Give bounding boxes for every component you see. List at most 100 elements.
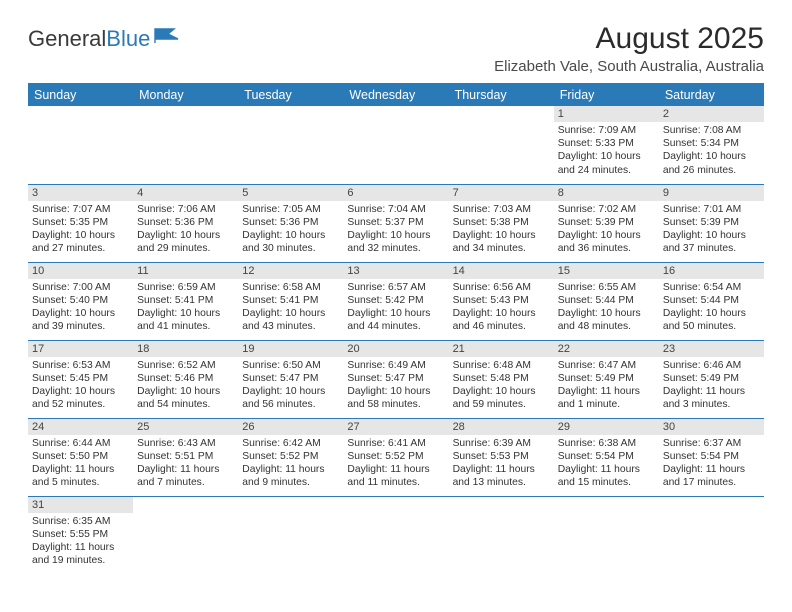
daylight-text: Daylight: 10 hours and 52 minutes. [32, 385, 129, 411]
day-number: 13 [343, 263, 448, 279]
day-number: 21 [449, 341, 554, 357]
sunset-text: Sunset: 5:36 PM [137, 216, 234, 229]
sunset-text: Sunset: 5:33 PM [558, 137, 655, 150]
weekday-header-row: SundayMondayTuesdayWednesdayThursdayFrid… [28, 84, 764, 107]
sunset-text: Sunset: 5:44 PM [663, 294, 760, 307]
sunrise-text: Sunrise: 6:55 AM [558, 281, 655, 294]
daylight-text: Daylight: 10 hours and 58 minutes. [347, 385, 444, 411]
title-block: August 2025 Elizabeth Vale, South Austra… [494, 22, 764, 75]
day-number: 27 [343, 419, 448, 435]
day-number: 2 [659, 106, 764, 122]
header: GeneralBlue August 2025 Elizabeth Vale, … [28, 22, 764, 75]
calendar-cell-empty [133, 106, 238, 184]
day-number: 24 [28, 419, 133, 435]
sunset-text: Sunset: 5:52 PM [242, 450, 339, 463]
daylight-text: Daylight: 11 hours and 15 minutes. [558, 463, 655, 489]
page-title: August 2025 [494, 22, 764, 56]
sunset-text: Sunset: 5:52 PM [347, 450, 444, 463]
calendar-cell-empty [28, 106, 133, 184]
calendar-row: 10Sunrise: 7:00 AMSunset: 5:40 PMDayligh… [28, 262, 764, 340]
daylight-text: Daylight: 11 hours and 11 minutes. [347, 463, 444, 489]
calendar-cell: 20Sunrise: 6:49 AMSunset: 5:47 PMDayligh… [343, 340, 448, 418]
daylight-text: Daylight: 10 hours and 36 minutes. [558, 229, 655, 255]
calendar-cell: 22Sunrise: 6:47 AMSunset: 5:49 PMDayligh… [554, 340, 659, 418]
day-number: 15 [554, 263, 659, 279]
sunrise-text: Sunrise: 7:08 AM [663, 124, 760, 137]
sunset-text: Sunset: 5:41 PM [137, 294, 234, 307]
sunset-text: Sunset: 5:53 PM [453, 450, 550, 463]
sunset-text: Sunset: 5:54 PM [663, 450, 760, 463]
calendar-cell: 27 Sunrise: 6:41 AMSunset: 5:52 PMDayligh… [343, 418, 448, 496]
day-number: 18 [133, 341, 238, 357]
sunrise-text: Sunrise: 7:03 AM [453, 203, 550, 216]
calendar-cell: 18Sunrise: 6:52 AMSunset: 5:46 PMDayligh… [133, 340, 238, 418]
weekday-header: Thursday [449, 84, 554, 107]
calendar-cell: 2Sunrise: 7:08 AMSunset: 5:34 PMDaylight… [659, 106, 764, 184]
calendar-cell: 3Sunrise: 7:07 AMSunset: 5:35 PMDaylight… [28, 184, 133, 262]
day-number: 29 [554, 419, 659, 435]
day-number: 9 [659, 185, 764, 201]
sunset-text: Sunset: 5:54 PM [558, 450, 655, 463]
calendar-cell: 13Sunrise: 6:57 AMSunset: 5:42 PMDayligh… [343, 262, 448, 340]
sunset-text: Sunset: 5:34 PM [663, 137, 760, 150]
sunrise-text: Sunrise: 6:38 AM [558, 437, 655, 450]
calendar-cell: 26Sunrise: 6:42 AMSunset: 5:52 PMDayligh… [238, 418, 343, 496]
sunset-text: Sunset: 5:45 PM [32, 372, 129, 385]
calendar-cell-empty [659, 496, 764, 574]
calendar-row: 24Sunrise: 6:44 AMSunset: 5:50 PMDayligh… [28, 418, 764, 496]
sunrise-text: Sunrise: 6:42 AM [242, 437, 339, 450]
sunrise-text: Sunrise: 6:47 AM [558, 359, 655, 372]
calendar-cell: 17Sunrise: 6:53 AMSunset: 5:45 PMDayligh… [28, 340, 133, 418]
calendar-cell: 6Sunrise: 7:04 AMSunset: 5:37 PMDaylight… [343, 184, 448, 262]
calendar-cell: 21Sunrise: 6:48 AMSunset: 5:48 PMDayligh… [449, 340, 554, 418]
sunset-text: Sunset: 5:39 PM [663, 216, 760, 229]
day-number: 11 [133, 263, 238, 279]
daylight-text: Daylight: 10 hours and 39 minutes. [32, 307, 129, 333]
calendar-cell: 5Sunrise: 7:05 AMSunset: 5:36 PMDaylight… [238, 184, 343, 262]
daylight-text: Daylight: 10 hours and 30 minutes. [242, 229, 339, 255]
sunrise-text: Sunrise: 6:41 AM [347, 437, 444, 450]
day-number: 5 [238, 185, 343, 201]
sunrise-text: Sunrise: 7:00 AM [32, 281, 129, 294]
daylight-text: Daylight: 10 hours and 32 minutes. [347, 229, 444, 255]
sunset-text: Sunset: 5:47 PM [347, 372, 444, 385]
daylight-text: Daylight: 11 hours and 19 minutes. [32, 541, 129, 567]
sunrise-text: Sunrise: 7:06 AM [137, 203, 234, 216]
daylight-text: Daylight: 10 hours and 29 minutes. [137, 229, 234, 255]
sunset-text: Sunset: 5:51 PM [137, 450, 234, 463]
calendar-cell: 15Sunrise: 6:55 AMSunset: 5:44 PMDayligh… [554, 262, 659, 340]
sunset-text: Sunset: 5:49 PM [558, 372, 655, 385]
sunrise-text: Sunrise: 6:43 AM [137, 437, 234, 450]
calendar-cell: 10Sunrise: 7:00 AMSunset: 5:40 PMDayligh… [28, 262, 133, 340]
calendar-cell: 8Sunrise: 7:02 AMSunset: 5:39 PMDaylight… [554, 184, 659, 262]
sunset-text: Sunset: 5:49 PM [663, 372, 760, 385]
weekday-header: Monday [133, 84, 238, 107]
sunset-text: Sunset: 5:39 PM [558, 216, 655, 229]
sunrise-text: Sunrise: 6:46 AM [663, 359, 760, 372]
day-number: 20 [343, 341, 448, 357]
daylight-text: Daylight: 10 hours and 46 minutes. [453, 307, 550, 333]
day-number: 3 [28, 185, 133, 201]
sunset-text: Sunset: 5:40 PM [32, 294, 129, 307]
sunrise-text: Sunrise: 6:50 AM [242, 359, 339, 372]
sunset-text: Sunset: 5:55 PM [32, 528, 129, 541]
day-number: 6 [343, 185, 448, 201]
sunrise-text: Sunrise: 6:48 AM [453, 359, 550, 372]
sunrise-text: Sunrise: 6:59 AM [137, 281, 234, 294]
sunset-text: Sunset: 5:42 PM [347, 294, 444, 307]
sunset-text: Sunset: 5:48 PM [453, 372, 550, 385]
calendar-table: SundayMondayTuesdayWednesdayThursdayFrid… [28, 83, 764, 574]
calendar-cell: 14Sunrise: 6:56 AMSunset: 5:43 PMDayligh… [449, 262, 554, 340]
sunset-text: Sunset: 5:41 PM [242, 294, 339, 307]
brand-part1: General [28, 26, 106, 52]
calendar-cell: 23Sunrise: 6:46 AMSunset: 5:49 PMDayligh… [659, 340, 764, 418]
calendar-cell: 24Sunrise: 6:44 AMSunset: 5:50 PMDayligh… [28, 418, 133, 496]
sunset-text: Sunset: 5:46 PM [137, 372, 234, 385]
sunrise-text: Sunrise: 6:54 AM [663, 281, 760, 294]
daylight-text: Daylight: 10 hours and 54 minutes. [137, 385, 234, 411]
calendar-cell-empty [238, 106, 343, 184]
calendar-cell: 16Sunrise: 6:54 AMSunset: 5:44 PMDayligh… [659, 262, 764, 340]
sunrise-text: Sunrise: 6:37 AM [663, 437, 760, 450]
sunset-text: Sunset: 5:47 PM [242, 372, 339, 385]
day-number: 28 [449, 419, 554, 435]
